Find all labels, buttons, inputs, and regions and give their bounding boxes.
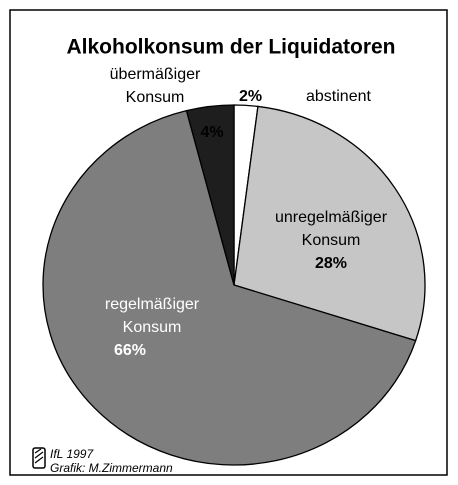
value-label: 4% xyxy=(200,124,223,141)
pie-slice xyxy=(233,105,426,342)
slice-label: unregelmäßiger xyxy=(275,209,388,226)
value-label: 66% xyxy=(114,342,146,359)
pie-slice xyxy=(185,104,235,286)
logo xyxy=(32,447,46,469)
value-label: 2% xyxy=(239,88,262,105)
slice-label: übermäßiger xyxy=(110,66,201,83)
source: IfL 1997 xyxy=(50,447,94,461)
slice-label: abstinent xyxy=(306,88,371,105)
value-label: 28% xyxy=(315,255,347,272)
slice-label: regelmäßiger xyxy=(105,296,200,313)
chart-title: Alkoholkonsum der Liquidatoren xyxy=(66,36,395,59)
slice-label: Konsum xyxy=(302,232,361,249)
source: Grafik: M.Zimmermann xyxy=(50,461,173,475)
slice-label: Konsum xyxy=(123,319,182,336)
pie-slice xyxy=(42,109,417,466)
slice-label: Konsum xyxy=(126,89,185,106)
